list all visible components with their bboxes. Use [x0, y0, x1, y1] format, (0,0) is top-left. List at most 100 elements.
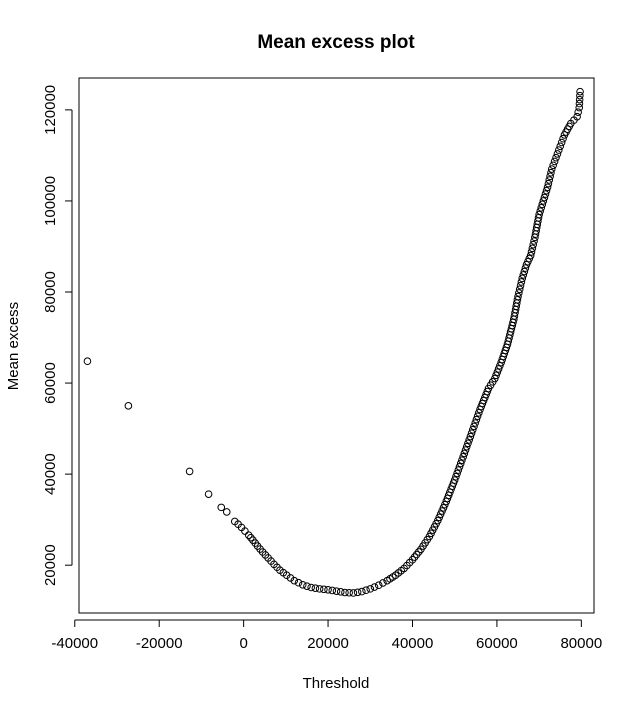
- data-point: [556, 142, 565, 151]
- data-point: [462, 442, 471, 451]
- data-point: [549, 161, 557, 170]
- data-point: [241, 527, 249, 535]
- x-tick-label: 0: [239, 635, 247, 652]
- y-tick-label: 80000: [42, 271, 59, 313]
- data-point: [520, 267, 529, 276]
- data-point: [542, 186, 551, 195]
- data-point: [466, 432, 475, 441]
- x-axis: -40000 -20000 0 20000 40000 60000 80000: [51, 619, 602, 652]
- data-point: [374, 581, 383, 590]
- data-point: [559, 134, 567, 143]
- data-point: [454, 466, 463, 474]
- data-point: [286, 574, 295, 582]
- data-point: [349, 589, 358, 597]
- x-axis-label: Threshold: [303, 675, 370, 692]
- data-point: [307, 583, 315, 592]
- data-point: [539, 197, 548, 205]
- data-point: [467, 429, 476, 437]
- data-point: [543, 183, 552, 192]
- data-point: [541, 190, 550, 198]
- data-point: [576, 87, 584, 96]
- data-point: [518, 274, 527, 283]
- plot-area: [78, 77, 595, 614]
- data-point: [328, 586, 337, 595]
- data-point: [464, 439, 472, 448]
- data-point: [574, 108, 582, 116]
- data-point: [362, 586, 370, 595]
- data-point: [475, 409, 483, 417]
- data-point: [332, 587, 341, 595]
- data-point: [410, 553, 419, 561]
- data-point: [408, 555, 417, 564]
- data-point: [217, 503, 226, 512]
- data-point: [298, 580, 307, 589]
- data-point: [244, 531, 253, 539]
- data-point: [465, 436, 473, 444]
- data-point: [547, 168, 555, 177]
- x-tick-label: 60000: [476, 635, 518, 652]
- data-point: [472, 415, 481, 424]
- data-point: [459, 453, 467, 461]
- data-point: [370, 583, 379, 591]
- data-point: [311, 584, 320, 592]
- data-point: [336, 588, 345, 596]
- y-tick-label: 20000: [42, 544, 59, 586]
- data-point: [185, 467, 194, 476]
- data-point: [537, 203, 546, 212]
- data-point: [468, 425, 477, 434]
- data-point: [247, 533, 255, 542]
- data-point: [536, 207, 544, 215]
- data-point: [324, 585, 332, 594]
- data-point: [517, 278, 526, 286]
- data-point: [521, 264, 530, 272]
- data-point: [204, 490, 213, 498]
- data-point: [366, 585, 375, 593]
- data-point: [415, 548, 423, 556]
- x-tick-label: 40000: [392, 635, 434, 652]
- data-point: [412, 550, 421, 559]
- data-point: [353, 588, 362, 597]
- data-point: [345, 588, 353, 597]
- data-point: [550, 157, 559, 166]
- data-point: [294, 578, 303, 587]
- data-point: [538, 200, 547, 209]
- data-point: [546, 172, 554, 181]
- data-point: [575, 99, 584, 108]
- y-axis: 20000 40000 60000 80000 100000 120000: [42, 85, 73, 586]
- data-point: [514, 292, 522, 301]
- data-point: [555, 146, 563, 154]
- x-tick-label: 80000: [560, 635, 602, 652]
- y-axis-label: Mean excess: [5, 302, 22, 390]
- data-point: [461, 446, 470, 454]
- data-point: [222, 508, 231, 516]
- data-point: [83, 357, 92, 366]
- data-point: [544, 179, 553, 188]
- data-point: [529, 240, 538, 249]
- y-tick-label: 100000: [42, 176, 59, 226]
- data-point: [573, 112, 581, 121]
- data-point: [320, 585, 328, 594]
- data-point: [547, 165, 556, 173]
- x-tick-label: -20000: [136, 635, 183, 652]
- data-point: [575, 95, 584, 104]
- data-point: [458, 456, 466, 464]
- data-point: [358, 587, 366, 596]
- chart-title: Mean excess plot: [257, 32, 415, 53]
- data-point: [456, 459, 465, 468]
- y-tick-label: 60000: [42, 362, 59, 404]
- data-point: [282, 571, 291, 580]
- y-tick-label: 40000: [42, 453, 59, 495]
- data-point: [515, 289, 523, 297]
- data-point: [527, 248, 536, 256]
- data-point: [452, 472, 460, 481]
- data-point: [540, 193, 549, 202]
- data-point: [513, 296, 522, 304]
- data-point: [453, 469, 461, 478]
- data-point: [455, 462, 464, 471]
- data-point: [315, 585, 324, 593]
- data-point: [575, 103, 584, 112]
- data-point: [124, 402, 133, 410]
- data-point: [535, 210, 543, 219]
- data-points: [83, 87, 584, 597]
